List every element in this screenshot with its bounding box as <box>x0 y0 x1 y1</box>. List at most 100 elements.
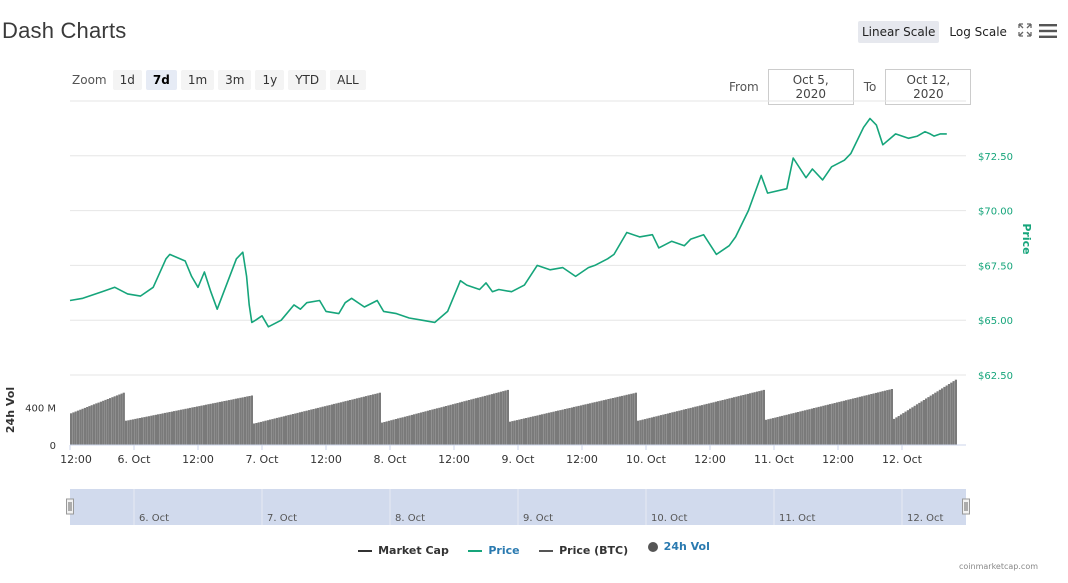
volume-bar <box>127 420 130 445</box>
menu-icon[interactable] <box>1038 23 1057 42</box>
price-axis-ticks: $72.50 $70.00 $67.50 $65.00 $62.50 <box>978 152 1013 382</box>
volume-bar <box>559 410 562 445</box>
volume-bar <box>408 415 411 445</box>
x-tick-label: 10. Oct <box>626 453 667 466</box>
volume-bar <box>509 421 512 445</box>
volume-bar <box>730 397 733 445</box>
zoom-1m-button[interactable]: 1m <box>180 70 215 90</box>
volume-bar <box>481 396 484 445</box>
volume-bar <box>591 402 594 445</box>
volume-bar <box>330 404 333 445</box>
volume-bar <box>102 400 105 445</box>
volume-bar <box>152 415 155 445</box>
volume-bar <box>712 402 715 445</box>
volume-bar <box>719 400 722 445</box>
volume-bar <box>79 409 82 445</box>
volume-bar <box>525 418 528 445</box>
volume-bar <box>271 419 274 445</box>
volume-bar <box>888 389 891 445</box>
zoom-all-button[interactable]: ALL <box>330 70 366 90</box>
volume-bar <box>659 415 663 445</box>
volume-bar <box>840 401 843 445</box>
volume-bar <box>305 410 308 445</box>
volume-bar <box>819 406 823 445</box>
x-tick-label: 12:00 <box>310 453 342 466</box>
volume-bar <box>913 405 916 445</box>
zoom-ytd-button[interactable]: YTD <box>288 70 327 90</box>
volume-bar <box>621 395 624 445</box>
volume-bar <box>303 411 306 445</box>
volume-bar <box>646 418 649 445</box>
volume-bar <box>877 392 880 445</box>
volume-bar <box>431 409 434 445</box>
to-label: To <box>863 80 877 94</box>
volume-bar <box>602 400 605 445</box>
volume-bar <box>911 407 914 445</box>
volume-bar <box>822 405 825 445</box>
x-tick-label: 6. Oct <box>117 453 151 466</box>
x-tick-label: 9. Oct <box>501 453 535 466</box>
volume-bar <box>173 411 176 445</box>
volume-bar <box>808 409 811 445</box>
navigator-label: 6. Oct <box>139 513 169 524</box>
volume-bar <box>563 409 567 445</box>
volume-bar <box>680 410 683 445</box>
from-date-input[interactable]: Oct 5, 2020 <box>767 69 854 105</box>
volume-bar <box>616 396 619 445</box>
volume-bar <box>867 394 871 445</box>
volume-bar <box>301 411 304 445</box>
volume-bar <box>456 403 459 445</box>
fullscreen-icon[interactable] <box>1017 22 1033 42</box>
volume-bar <box>202 405 205 445</box>
linear-scale-button[interactable]: Linear Scale <box>858 21 940 43</box>
x-tick-label: 12:00 <box>694 453 726 466</box>
zoom-7d-button[interactable]: 7d <box>145 70 177 90</box>
log-scale-button[interactable]: Log Scale <box>949 25 1007 39</box>
volume-bar <box>310 409 313 445</box>
legend-24h-vol[interactable]: 24h Vol <box>647 540 710 553</box>
x-tick-label: 12:00 <box>822 453 854 466</box>
volume-bar <box>749 393 752 445</box>
volume-bar <box>765 419 768 445</box>
volume-bar <box>385 421 388 445</box>
volume-bar <box>243 396 247 445</box>
volume-bar <box>906 410 909 445</box>
zoom-3m-button[interactable]: 3m <box>218 70 252 90</box>
zoom-1y-button[interactable]: 1y <box>255 70 285 90</box>
legend-price[interactable]: Price <box>468 544 520 557</box>
legend-market-cap[interactable]: Market Cap <box>358 544 449 557</box>
volume-bar <box>904 411 907 445</box>
legend-price-btc[interactable]: Price (BTC) <box>539 544 628 557</box>
navigator-handle[interactable] <box>962 498 970 515</box>
volume-bar <box>317 407 320 445</box>
volume-bar <box>522 418 525 445</box>
volume-bar <box>607 399 610 445</box>
volume-bar <box>746 393 749 445</box>
volume-bar <box>769 418 772 445</box>
volume-bar <box>897 416 900 445</box>
to-date-input[interactable]: Oct 12, 2020 <box>885 69 972 105</box>
navigator-handle[interactable] <box>66 498 74 515</box>
price-line <box>69 117 947 328</box>
volume-bar <box>643 419 647 445</box>
volume-bar <box>351 399 354 445</box>
volume-bar <box>488 394 491 445</box>
volume-bar <box>632 393 635 445</box>
volume-bar <box>333 403 336 445</box>
volume-bar <box>131 419 135 445</box>
volume-bar <box>545 413 548 445</box>
volume-bar <box>726 398 729 445</box>
volume-bar <box>611 398 615 445</box>
volume-bar <box>771 418 775 445</box>
volume-bar <box>653 416 656 445</box>
volume-bar <box>179 409 183 445</box>
volume-bar <box>803 410 807 445</box>
volume-bar <box>182 409 185 445</box>
volume-bar <box>550 412 553 445</box>
volume-bar <box>925 398 928 445</box>
x-tick-label: 11. Oct <box>754 453 795 466</box>
volume-bar <box>735 396 738 445</box>
volume-bar <box>410 414 413 445</box>
zoom-1d-button[interactable]: 1d <box>112 70 142 90</box>
volume-bar <box>703 404 706 445</box>
